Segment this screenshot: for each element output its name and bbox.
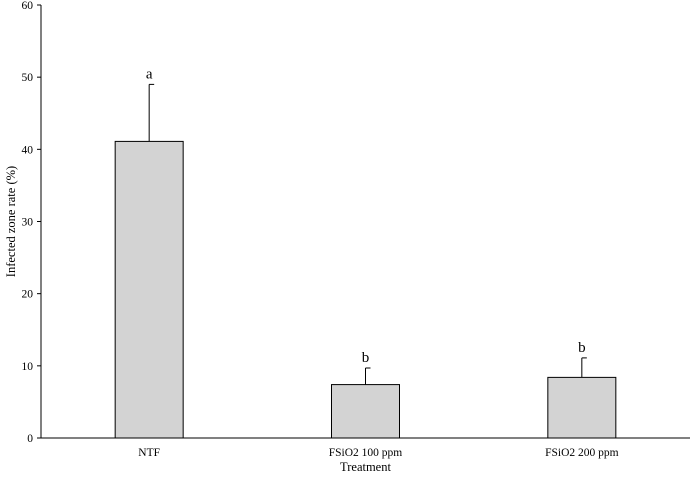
x-axis-ticks: NTF FSiO2 100 ppm FSiO2 200 ppm: [138, 447, 618, 459]
error-bars-group: [148, 83, 587, 385]
y-axis-ticks: 0 10 20 30 40 50 60: [22, 0, 41, 445]
y-tick-label: 50: [22, 72, 34, 84]
y-tick-label: 10: [22, 361, 34, 373]
x-tick-label: FSiO2 100 ppm: [329, 447, 403, 459]
significance-letter: b: [578, 340, 586, 356]
significance-letter: b: [362, 350, 370, 366]
y-axis-title: Infected zone rate (%): [4, 166, 18, 277]
bars-group: [114, 140, 617, 439]
bar: [547, 376, 617, 439]
x-tick-label: NTF: [138, 447, 160, 459]
y-tick-label: 20: [22, 289, 34, 301]
significance-letter: a: [146, 66, 153, 82]
y-tick-label: 30: [22, 217, 34, 229]
y-tick-label: 0: [27, 433, 33, 445]
x-axis-title: Treatment: [340, 460, 391, 474]
significance-letters-group: a b b: [146, 66, 586, 366]
y-tick-label: 60: [22, 0, 34, 12]
bar: [114, 140, 184, 439]
x-tick-label: FSiO2 200 ppm: [545, 447, 619, 459]
bar: [331, 384, 400, 439]
y-tick-label: 40: [22, 144, 34, 156]
